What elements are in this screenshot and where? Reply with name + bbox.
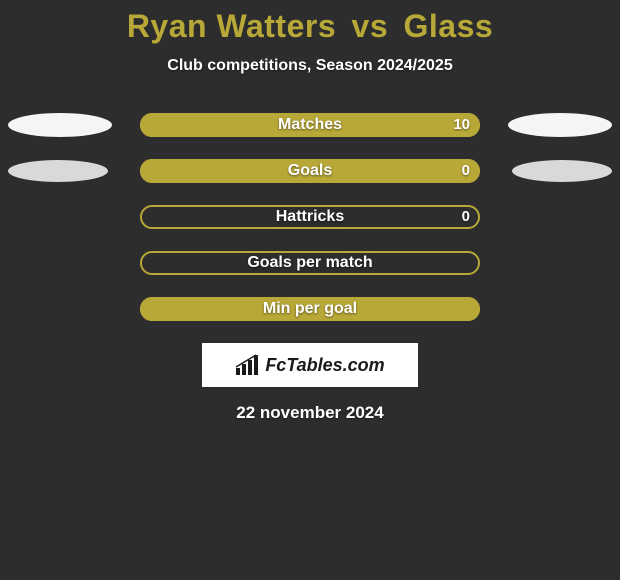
stat-row: Goals per match <box>0 251 620 275</box>
decorative-ellipse <box>512 160 612 182</box>
logo-box: FcTables.com <box>202 343 418 387</box>
decorative-ellipse <box>508 113 612 137</box>
subtitle: Club competitions, Season 2024/2025 <box>0 57 620 75</box>
comparison-infographic: Ryan Watters vs Glass Club competitions,… <box>0 0 620 580</box>
bar-label: Min per goal <box>140 297 480 321</box>
player1-name: Ryan Watters <box>127 8 336 44</box>
decorative-ellipse <box>8 113 112 137</box>
vs-label: vs <box>352 8 389 44</box>
stat-row: Min per goal <box>0 297 620 321</box>
bar-chart-icon <box>235 354 259 376</box>
stats-chart: Matches10 Goals0 Hattricks0 Goals per match… <box>0 113 620 321</box>
stat-row: Hattricks0 <box>0 205 620 229</box>
page-title: Ryan Watters vs Glass <box>0 0 620 45</box>
stat-row: Matches10 <box>0 113 620 137</box>
logo-text: FcTables.com <box>265 355 384 376</box>
bar-value: 10 <box>140 113 470 137</box>
bar-label: Goals per match <box>140 251 480 275</box>
bar-value: 0 <box>140 159 470 183</box>
bar-value: 0 <box>140 205 470 229</box>
stat-row: Goals0 <box>0 159 620 183</box>
player2-name: Glass <box>404 8 494 44</box>
decorative-ellipse <box>8 160 108 182</box>
date-label: 22 november 2024 <box>0 403 620 423</box>
